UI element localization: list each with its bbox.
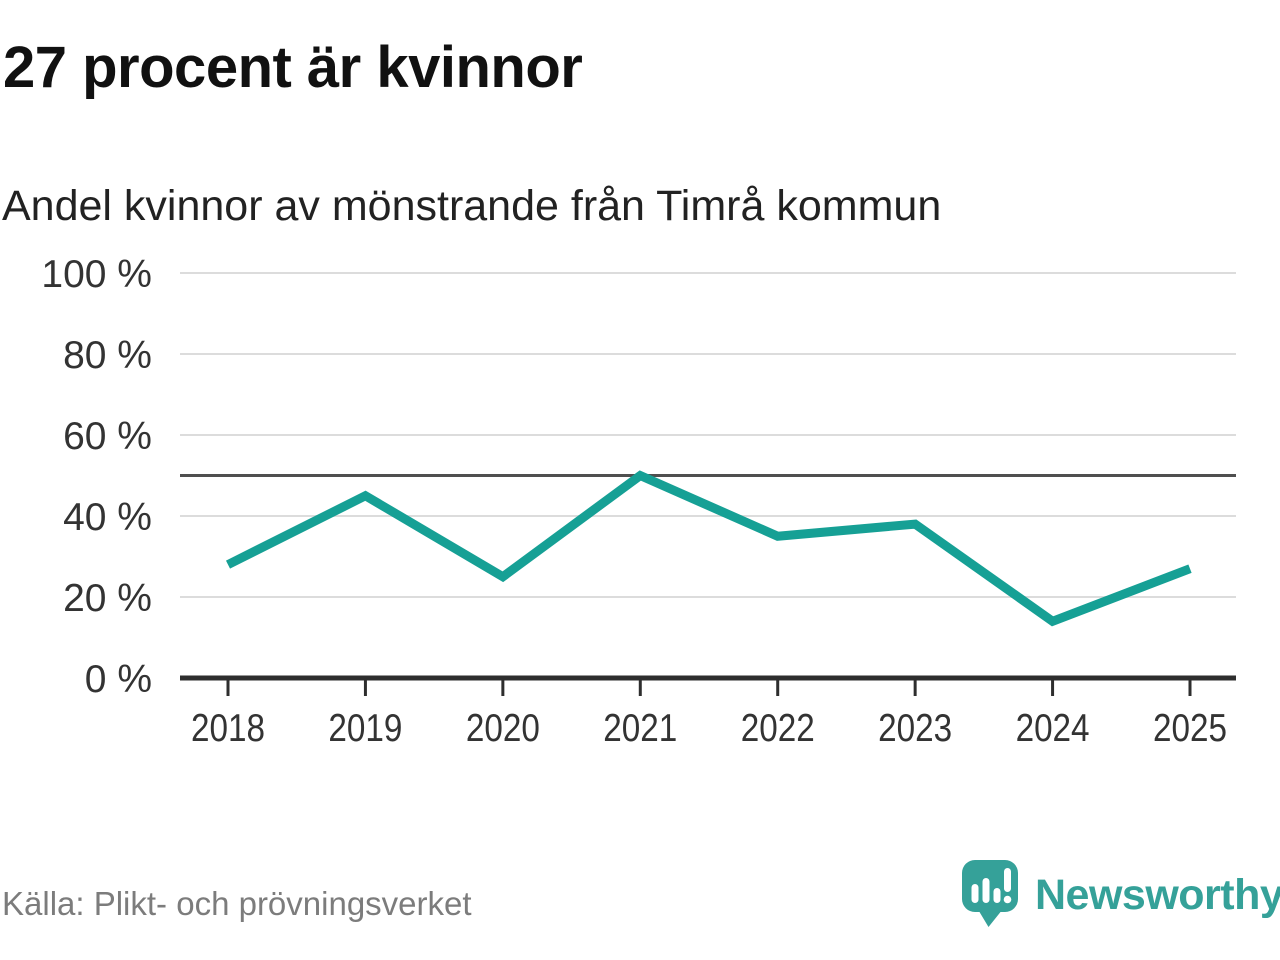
x-tick-label: 2022 [741,707,815,750]
y-tick-label: 100 % [41,253,152,296]
x-tick-label: 2019 [328,707,402,750]
x-tick-label: 2018 [191,707,265,750]
x-tick-label: 2024 [1016,707,1090,750]
newsworthy-logo: Newsworthy [962,860,1280,928]
source-caption: Källa: Plikt- och prövningsverket [2,885,472,922]
newsworthy-logo-text: Newsworthy [1035,871,1280,919]
chart-subtitle: Andel kvinnor av mönstrande från Timrå k… [2,182,942,230]
y-tick-label: 0 % [85,658,152,701]
x-tick-label: 2020 [466,707,540,750]
x-tick-label: 2025 [1153,707,1227,750]
chart-title: 27 procent är kvinnor [3,35,583,100]
x-tick-label: 2023 [878,707,952,750]
y-tick-label: 80 % [63,334,152,377]
y-tick-label: 40 % [63,496,152,539]
newsworthy-logo-icon [962,860,1018,927]
y-tick-label: 20 % [63,577,152,620]
x-tick-label: 2021 [603,707,677,750]
data-line [225,470,1192,627]
y-tick-label: 60 % [63,415,152,458]
